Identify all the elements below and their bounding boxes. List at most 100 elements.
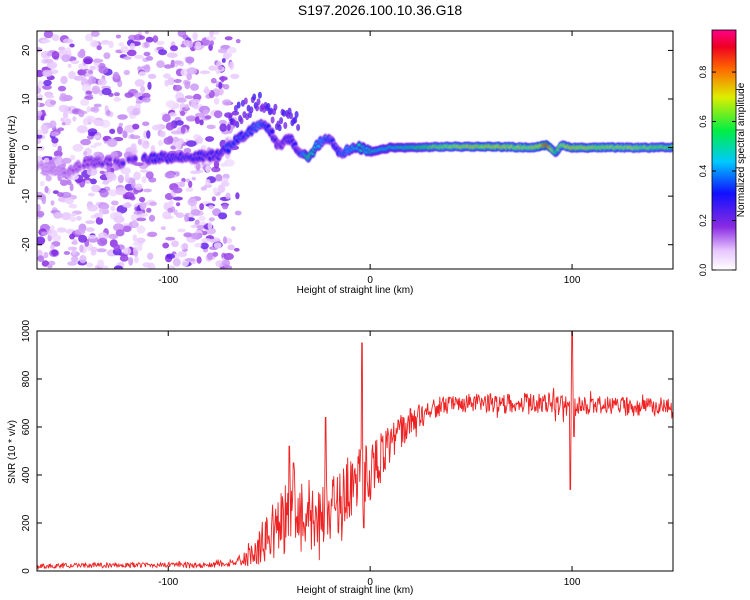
spectrogram-noise-blob <box>233 247 240 252</box>
spectrogram-noise-blob <box>37 249 43 257</box>
spectrogram-noise-blob <box>62 38 73 44</box>
spectrogram-track-cell <box>277 124 282 132</box>
spectrogram-noise-blob <box>98 210 103 219</box>
spectrogram-noise-blob <box>200 242 209 250</box>
spectrogram-noise-blob <box>224 159 235 167</box>
spectrogram-noise-blob <box>37 255 45 262</box>
spectrogram-track-cell <box>226 148 231 153</box>
spectrogram-noise-blob <box>139 196 146 203</box>
spectrogram-noise-blob <box>174 140 182 150</box>
spectrogram-noise-blob <box>113 223 124 232</box>
spectrogram-ytick-label: 20 <box>21 44 32 56</box>
spectrogram-noise-blob <box>213 31 220 35</box>
spectrogram-track-cell <box>235 121 240 128</box>
spectrogram-noise-blob <box>218 212 228 220</box>
spectrogram-noise-blob <box>99 189 109 198</box>
spectrogram-noise-blob <box>95 217 104 225</box>
spectrogram-noise-blob <box>98 66 109 74</box>
spectrogram-noise-blob <box>68 71 76 80</box>
spectrogram-frame <box>36 30 674 270</box>
spectrogram-noise-blob <box>85 115 96 123</box>
spectrogram-noise-blob <box>167 135 174 144</box>
spectrogram-noise-blob <box>87 235 97 239</box>
spectrogram-noise-blob <box>58 46 66 51</box>
spectrogram-track <box>37 91 673 178</box>
spectrogram-track-cell <box>77 164 82 169</box>
spectrogram-noise-blob <box>138 35 146 40</box>
spectrogram-noise-blob <box>213 242 222 249</box>
spectrogram-noise-blob <box>51 249 58 256</box>
spectrogram-track-cell <box>270 116 275 124</box>
spectrogram-noise-blob <box>37 210 45 218</box>
spectrogram-noise-blob <box>207 221 213 230</box>
spectrogram-noise-blob <box>99 170 105 175</box>
spectrogram-track-cell <box>239 117 244 125</box>
spectrogram-noise-blob <box>203 89 211 94</box>
spectrogram-noise-blob <box>108 233 119 239</box>
spectrogram-noise-blob <box>190 83 199 91</box>
spectrogram-noise-blob <box>85 33 93 42</box>
spectrogram-noise-blob <box>72 116 77 122</box>
spectrogram-noise-blob <box>126 49 137 57</box>
spectrogram-noise-blob <box>171 240 179 248</box>
spectrogram-noise-blob <box>46 94 55 99</box>
spectrogram-noise-blob <box>89 39 99 48</box>
spectrogram-noise-blob <box>101 40 110 45</box>
spectrogram-noise-blob <box>209 40 214 46</box>
spectrogram-noise-blob <box>146 207 152 213</box>
spectrogram-noise-blob <box>51 34 60 42</box>
spectrogram-ylabel: Frequency (Hz) <box>7 116 18 185</box>
spectrogram-noise-blob <box>185 187 194 192</box>
spectrogram-noise-blob <box>108 189 118 197</box>
spectrogram-noise-blob <box>165 236 176 241</box>
spectrogram-noise-blob <box>42 84 52 90</box>
spectrogram-track-cell <box>100 162 105 167</box>
spectrogram-ytick-label: -10 <box>21 188 32 203</box>
spectrogram-noise-blob <box>85 227 95 232</box>
spectrogram-noise-blob <box>143 188 152 193</box>
spectrogram-noise-blob <box>90 144 97 149</box>
spectrogram-noise-blob <box>90 31 100 37</box>
spectrogram-noise-blob <box>147 81 152 90</box>
spectrogram-noise-blob <box>124 125 133 133</box>
spectrogram-noise-blob <box>147 252 154 260</box>
spectrogram-noise-blob <box>81 83 92 92</box>
colorbar-tick-label: 0.0 <box>698 264 708 277</box>
spectrogram-noise-blob <box>206 124 216 130</box>
spectrogram-noise-blob <box>229 61 235 70</box>
spectrogram-noise-blob <box>162 113 171 123</box>
spectrogram-noise-blob <box>190 209 201 216</box>
spectrogram-noise-blob <box>186 73 192 81</box>
spectrogram-noise-blob <box>164 79 170 87</box>
spectrogram-noise-blob <box>90 246 98 252</box>
spectrogram-noise-blob <box>89 107 98 112</box>
spectrogram-track-cell <box>256 98 261 106</box>
spectrogram-noise-blob <box>136 237 146 244</box>
spectrogram-noise-blob <box>191 102 197 108</box>
figure-title: S197.2026.100.10.36.G18 <box>298 2 462 18</box>
spectrogram-noise-blob <box>65 197 74 205</box>
spectrogram-noise-blob <box>100 119 111 128</box>
spectrogram-noise-blob <box>173 209 178 215</box>
spectrogram-noise-blob <box>108 40 114 49</box>
spectrogram-noise-blob <box>174 60 183 65</box>
spectrogram-noise-blob <box>234 210 242 216</box>
spectrogram-noise-blob <box>37 94 44 102</box>
spectrogram-noise-blob <box>113 215 125 223</box>
spectrogram-noise-blob <box>221 58 226 63</box>
spectrogram-noise-blob <box>212 251 219 257</box>
spectrogram-noise-blob <box>69 233 75 240</box>
spectrogram-noise-blob <box>175 212 185 218</box>
spectrogram-noise-blob <box>133 171 141 181</box>
spectrogram-track-cell <box>249 106 254 114</box>
spectrogram-noise-blob <box>96 45 102 51</box>
spectrogram-noise-blob <box>72 143 84 152</box>
spectrogram-noise-blob <box>223 236 227 245</box>
spectrogram-noise-blob <box>117 174 124 184</box>
spectrogram-noise-blob <box>235 192 240 200</box>
spectrogram-noise-blob <box>39 181 45 187</box>
spectrogram-noise-blob <box>166 52 178 58</box>
spectrogram-noise-blob <box>97 78 107 86</box>
spectrogram-noise-blob <box>117 114 128 120</box>
spectrogram-noise-blob <box>37 47 43 53</box>
